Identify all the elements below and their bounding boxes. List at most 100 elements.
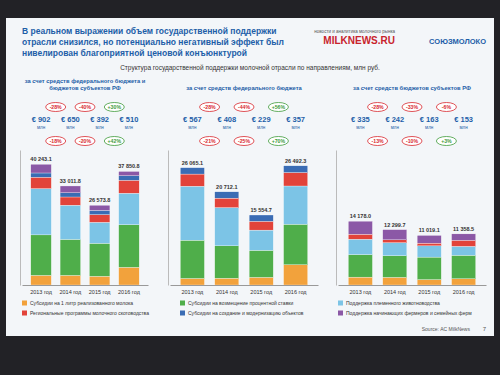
bar-segment — [249, 215, 273, 221]
x-tick: 2015 год — [418, 285, 441, 295]
panel-title: бюджетов субъектов РФ — [49, 85, 120, 91]
eur-unit: млн — [425, 125, 434, 130]
bar-segment — [180, 186, 204, 240]
eur-unit: млн — [391, 125, 400, 130]
logo-tagline: новости и аналитика молочного рынка — [314, 29, 395, 34]
x-tick: 2015 год — [250, 285, 273, 295]
x-tick: 2013 год — [349, 285, 372, 295]
eur-unit: млн — [292, 125, 301, 130]
bar-segment — [119, 193, 140, 225]
bar-segment — [215, 208, 239, 246]
bars — [180, 166, 307, 285]
bar-segment — [452, 255, 476, 278]
total-label: 11 358.5 — [453, 226, 474, 232]
bar-segment — [417, 257, 441, 280]
change-ellipse — [368, 137, 388, 146]
eur-label: € 242 — [385, 115, 404, 124]
bar-segment — [180, 167, 204, 168]
y-axis-line — [168, 151, 169, 286]
panel-title: за счет средств бюджетов субъектов РФ — [353, 85, 471, 91]
change-ellipse — [402, 137, 422, 146]
total-label: 26 065.1 — [182, 160, 203, 166]
eur-change-label: +30% — [108, 104, 122, 110]
y-axis — [336, 151, 337, 286]
eur-label: € 163 — [420, 115, 439, 124]
slide-title: отрасли снизился, но потенциально негати… — [22, 37, 284, 47]
bar-segment — [452, 279, 476, 285]
eur-label: € 510 — [120, 115, 139, 124]
bar-segment — [60, 239, 81, 275]
change-label: -20% — [79, 138, 91, 144]
change-ellipse — [104, 137, 124, 146]
x-tick-label: 2015 год — [418, 289, 441, 295]
legend-label: Субсидии на 1 литр реализованного молока — [30, 300, 133, 306]
bar-segment — [417, 243, 441, 246]
panel-title: за счет средств федерального бюджета и — [25, 78, 146, 84]
bar-segment — [119, 180, 140, 193]
bar-segment — [89, 222, 110, 243]
eur-label: € 153 — [454, 115, 473, 124]
page-number: 7 — [483, 326, 487, 332]
bar-segment — [249, 221, 273, 230]
bar-segment — [119, 267, 140, 285]
x-axis: 2013 год2014 год2015 год2016 год — [339, 285, 487, 295]
bar-segment — [249, 277, 273, 285]
change-ellipse — [200, 137, 220, 146]
change-ellipse — [234, 137, 254, 146]
eur-change-label: -28% — [372, 104, 384, 110]
x-tick-label: 2015 год — [89, 289, 112, 295]
eur-label: € 650 — [61, 115, 80, 124]
eur-change-label: -44% — [238, 104, 250, 110]
total-label: 40 243.1 — [30, 156, 51, 162]
x-tick-label: 2014 год — [59, 289, 82, 295]
x-tick-label: 2013 год — [30, 289, 53, 295]
total-label: 26 492.3 — [285, 158, 306, 164]
bar-segment — [119, 176, 140, 181]
x-tick-label: 2014 год — [384, 289, 407, 295]
eur-unit: млн — [188, 125, 197, 130]
change-label: -13% — [372, 138, 384, 144]
bar-segment — [284, 165, 308, 166]
bar-segment — [89, 210, 110, 214]
slide-svg: В реальном выражении объем государственн… — [0, 0, 500, 375]
legend-swatch — [22, 311, 27, 316]
slide-background — [6, 18, 494, 336]
eur-label: € 408 — [217, 115, 236, 124]
x-tick: 2016 год — [285, 285, 308, 295]
eur-change-ellipse — [46, 103, 66, 112]
total-label: 14 178.0 — [350, 213, 371, 219]
total-label: 33 011.8 — [60, 178, 81, 184]
bars — [31, 164, 139, 285]
bar-segment — [31, 189, 52, 235]
eur-unit: млн — [257, 125, 266, 130]
y-axis-line — [336, 151, 337, 286]
bar-segment — [60, 186, 81, 193]
legend-label: Субсидии на возмещение процентной ставки — [188, 300, 293, 306]
eur-change-ellipse — [436, 103, 456, 112]
bar-segment — [89, 215, 110, 223]
total-label: 12 299.7 — [384, 222, 405, 228]
bar-segment — [383, 230, 407, 240]
eur-change-ellipse — [234, 103, 254, 112]
x-axis-line — [23, 285, 149, 286]
bar-segment — [284, 166, 308, 173]
x-tick-label: 2016 год — [285, 289, 308, 295]
bar-segment — [31, 177, 52, 188]
eur-change-label: -40% — [79, 104, 91, 110]
bar-segment — [417, 280, 441, 285]
legend-label: Поддержка начинающих фермеров и семейных… — [346, 310, 472, 316]
x-tick-label: 2013 год — [349, 289, 372, 295]
change-ellipse — [436, 137, 456, 146]
bar-segment — [417, 235, 441, 243]
bar-segment — [284, 224, 308, 265]
eur-label: € 357 — [286, 115, 305, 124]
panel-title: за счет средств федерального бюджета — [186, 85, 302, 91]
x-tick: 2014 год — [216, 285, 239, 295]
total-label: 26 573.8 — [89, 197, 110, 203]
bar-segment — [417, 246, 441, 257]
bar-segment — [249, 230, 273, 250]
legend-swatch — [22, 301, 27, 306]
bar-segment — [60, 197, 81, 205]
eur-unit: млн — [66, 125, 75, 130]
x-axis-line — [339, 285, 487, 286]
